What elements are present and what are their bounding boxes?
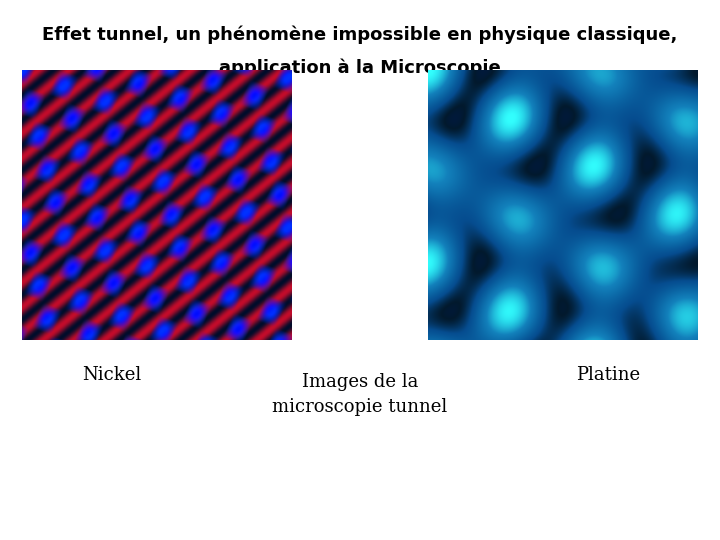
Text: application à la Microscopie: application à la Microscopie <box>219 58 501 77</box>
Text: Effet tunnel, un phénomène impossible en physique classique,: Effet tunnel, un phénomène impossible en… <box>42 26 678 44</box>
Text: Platine: Platine <box>576 366 641 384</box>
Text: Images de la
microscopie tunnel: Images de la microscopie tunnel <box>272 373 448 416</box>
Text: Nickel: Nickel <box>82 366 141 384</box>
